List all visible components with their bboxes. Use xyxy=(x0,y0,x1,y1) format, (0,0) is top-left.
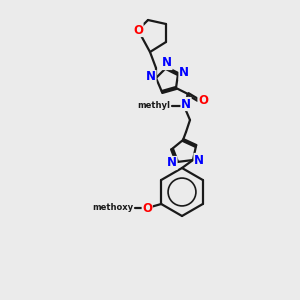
Text: N: N xyxy=(146,70,156,83)
Text: N: N xyxy=(179,67,189,80)
Text: O: O xyxy=(198,94,208,106)
Text: N: N xyxy=(194,154,204,166)
Text: N: N xyxy=(162,56,172,70)
Text: methoxy: methoxy xyxy=(92,203,133,212)
Text: O: O xyxy=(133,23,143,37)
Text: methyl: methyl xyxy=(137,100,170,109)
Text: O: O xyxy=(142,202,152,214)
Text: N: N xyxy=(181,98,191,110)
Text: N: N xyxy=(167,157,177,169)
